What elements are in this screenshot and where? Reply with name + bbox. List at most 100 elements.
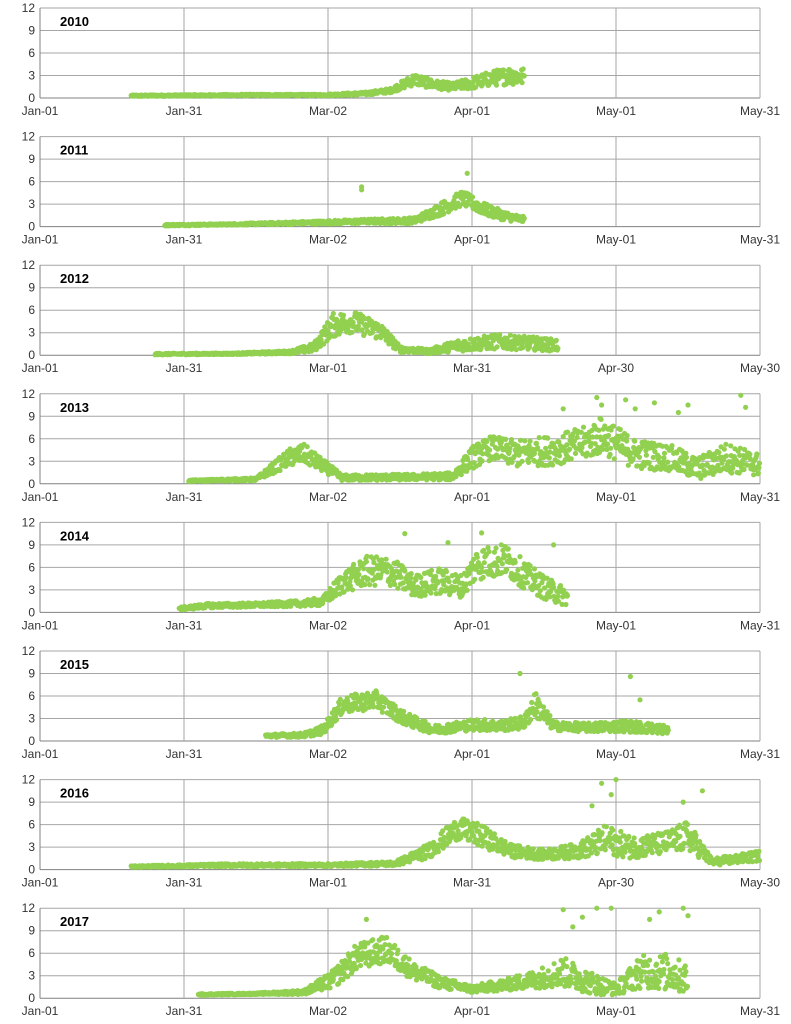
data-point — [756, 465, 762, 471]
x-tick-label: Mar-31 — [453, 361, 491, 375]
data-point — [605, 432, 612, 439]
y-tick-label: 9 — [28, 667, 35, 681]
x-tick-label: Mar-01 — [309, 876, 347, 890]
data-point — [568, 456, 574, 462]
x-tick-label: May-01 — [596, 747, 636, 761]
x-tick-label: Jan-31 — [166, 876, 203, 890]
outlier-point — [637, 697, 643, 703]
outlier-point — [594, 394, 600, 401]
data-point — [408, 571, 414, 577]
data-point — [408, 575, 414, 581]
y-tick-label: 3 — [28, 712, 35, 726]
data-point — [665, 727, 671, 733]
x-tick-label: May-01 — [596, 104, 636, 118]
series-points — [162, 189, 527, 229]
x-tick-label: Mar-01 — [309, 361, 347, 375]
y-tick-label: 12 — [22, 1, 36, 15]
data-point — [428, 590, 434, 596]
data-point — [349, 587, 356, 593]
x-tick-label: May-31 — [740, 490, 780, 504]
data-point — [464, 587, 470, 593]
data-point — [472, 576, 478, 582]
outlier-point — [517, 670, 523, 677]
y-tick-label: 12 — [22, 773, 36, 787]
data-point — [729, 470, 735, 476]
data-point — [598, 416, 604, 422]
data-point — [363, 559, 369, 565]
x-tick-label: Mar-02 — [309, 747, 347, 761]
data-point — [607, 451, 613, 457]
data-point — [533, 691, 539, 697]
panel-title: 2011 — [60, 143, 88, 158]
data-point — [522, 438, 528, 444]
data-point — [747, 451, 753, 457]
data-point — [683, 454, 690, 460]
data-point — [517, 554, 523, 560]
data-point — [441, 211, 447, 217]
panel-title: 2014 — [60, 528, 90, 543]
data-point — [528, 717, 534, 723]
data-point — [741, 466, 747, 473]
data-point — [362, 582, 368, 588]
y-tick-label: 0 — [28, 220, 35, 234]
x-tick-label: Jan-01 — [22, 233, 59, 247]
data-point — [536, 435, 542, 441]
y-tick-label: 12 — [22, 644, 36, 658]
x-tick-label: Mar-31 — [453, 876, 491, 890]
data-point — [356, 572, 362, 578]
y-tick-label: 3 — [28, 583, 35, 597]
x-tick-label: May-31 — [740, 747, 780, 761]
data-point — [512, 559, 518, 566]
data-point — [330, 310, 336, 317]
data-point — [751, 472, 757, 478]
y-tick-label: 9 — [28, 152, 35, 166]
outlier-point — [632, 406, 638, 412]
outlier-point — [623, 397, 629, 403]
x-tick-label: May-30 — [740, 361, 780, 375]
data-point — [384, 569, 390, 575]
data-point — [469, 194, 476, 200]
data-point — [519, 80, 525, 86]
data-point — [493, 82, 500, 88]
y-tick-label: 3 — [28, 454, 35, 468]
data-point — [519, 458, 525, 464]
outlier-point — [738, 392, 744, 398]
x-tick-label: May-31 — [740, 233, 780, 247]
data-point — [504, 567, 510, 573]
y-tick-label: 9 — [28, 795, 35, 809]
y-tick-label: 0 — [28, 734, 35, 748]
data-point — [661, 455, 667, 461]
y-tick-label: 6 — [28, 432, 35, 446]
data-point — [723, 453, 730, 459]
data-point — [656, 454, 662, 460]
x-tick-label: Jan-01 — [22, 361, 59, 375]
x-tick-label: Jan-31 — [166, 747, 203, 761]
data-point — [433, 573, 439, 580]
data-point — [383, 556, 389, 562]
data-point — [532, 578, 538, 584]
x-tick-label: Jan-01 — [22, 876, 59, 890]
y-tick-label: 0 — [28, 91, 35, 105]
data-point — [418, 574, 424, 581]
y-tick-label: 9 — [28, 409, 35, 423]
data-point — [333, 717, 340, 723]
data-point — [349, 329, 355, 335]
data-point — [509, 459, 515, 465]
data-point — [546, 455, 552, 461]
data-point — [624, 433, 630, 439]
data-point — [479, 458, 485, 464]
data-point — [646, 460, 652, 466]
x-tick-label: Jan-01 — [22, 747, 59, 761]
outlier-point — [464, 170, 470, 176]
data-point — [402, 568, 408, 574]
series-points — [176, 542, 571, 613]
outlier-point — [675, 409, 682, 416]
y-tick-label: 3 — [28, 69, 35, 83]
data-point — [493, 545, 499, 551]
x-tick-label: Mar-02 — [309, 104, 347, 118]
data-point — [615, 438, 621, 444]
y-tick-label: 0 — [28, 348, 35, 362]
data-point — [643, 452, 650, 458]
